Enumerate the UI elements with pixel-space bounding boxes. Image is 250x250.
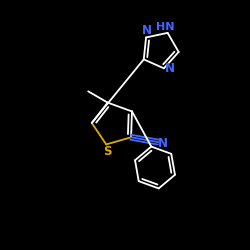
Text: N: N [165,62,175,75]
Text: N: N [158,136,168,149]
Text: S: S [103,146,112,158]
Text: N: N [142,24,152,38]
Text: HN: HN [156,22,174,32]
